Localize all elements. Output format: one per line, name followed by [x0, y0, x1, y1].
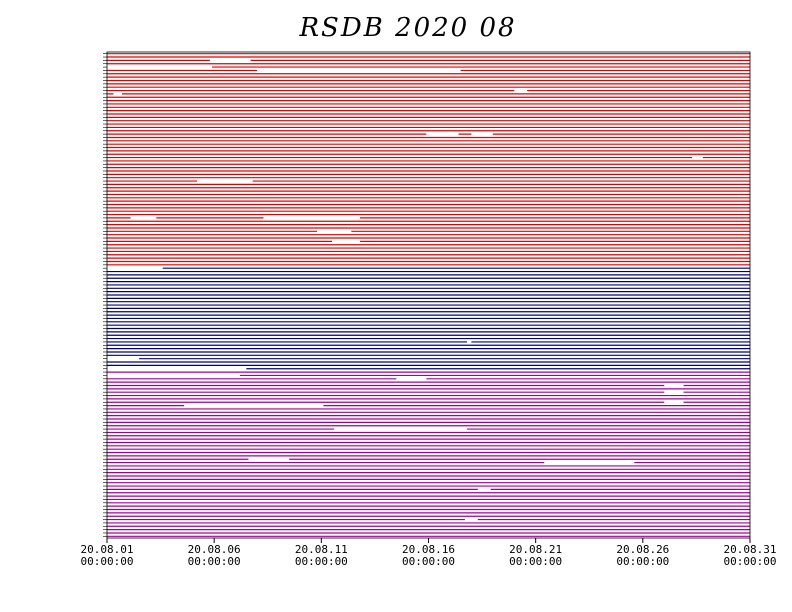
x-tick-label: 20.08.21 [509, 543, 562, 556]
data-gap [544, 460, 635, 465]
data-gap [263, 216, 360, 220]
x-tick-label: 20.08.16 [402, 543, 455, 556]
data-gap [664, 400, 684, 404]
data-gap [197, 179, 253, 183]
x-tick-label: 00:00:00 [616, 555, 669, 568]
data-gap [471, 132, 493, 136]
x-tick-label: 00:00:00 [509, 555, 562, 568]
data-gap [467, 340, 472, 344]
data-gap [317, 229, 352, 233]
data-gap [664, 383, 684, 388]
data-gap [248, 457, 290, 461]
data-gap [107, 367, 247, 371]
x-tick-label: 20.08.31 [724, 543, 777, 556]
data-gap [130, 216, 157, 220]
x-tick-label: 20.08.06 [188, 543, 241, 556]
x-tick-label: 00:00:00 [724, 555, 777, 568]
data-gap [107, 65, 213, 69]
data-gap [477, 487, 491, 492]
x-tick-label: 20.08.11 [295, 543, 348, 556]
x-tick-label: 00:00:00 [402, 555, 455, 568]
data-gap [113, 92, 123, 96]
data-gap [334, 427, 468, 431]
data-gap [426, 132, 459, 136]
data-gap [664, 390, 684, 394]
data-gap [184, 403, 324, 408]
data-gap [209, 58, 251, 63]
x-tick-label: 20.08.26 [616, 543, 669, 556]
x-tick-label: 20.08.01 [81, 543, 134, 556]
data-gap [464, 517, 478, 522]
chart-title: RSDB 2020 08 [298, 13, 516, 43]
x-tick-label: 00:00:00 [81, 555, 134, 568]
data-gap [332, 239, 360, 244]
data-gap [514, 88, 528, 93]
x-tick-label: 00:00:00 [295, 555, 348, 568]
data-gap [257, 68, 461, 73]
data-gap [396, 377, 427, 381]
x-tick-label: 00:00:00 [188, 555, 241, 568]
data-gap [107, 357, 140, 361]
data-gap [107, 373, 240, 378]
data-gap [107, 266, 163, 270]
data-gap [692, 155, 703, 160]
